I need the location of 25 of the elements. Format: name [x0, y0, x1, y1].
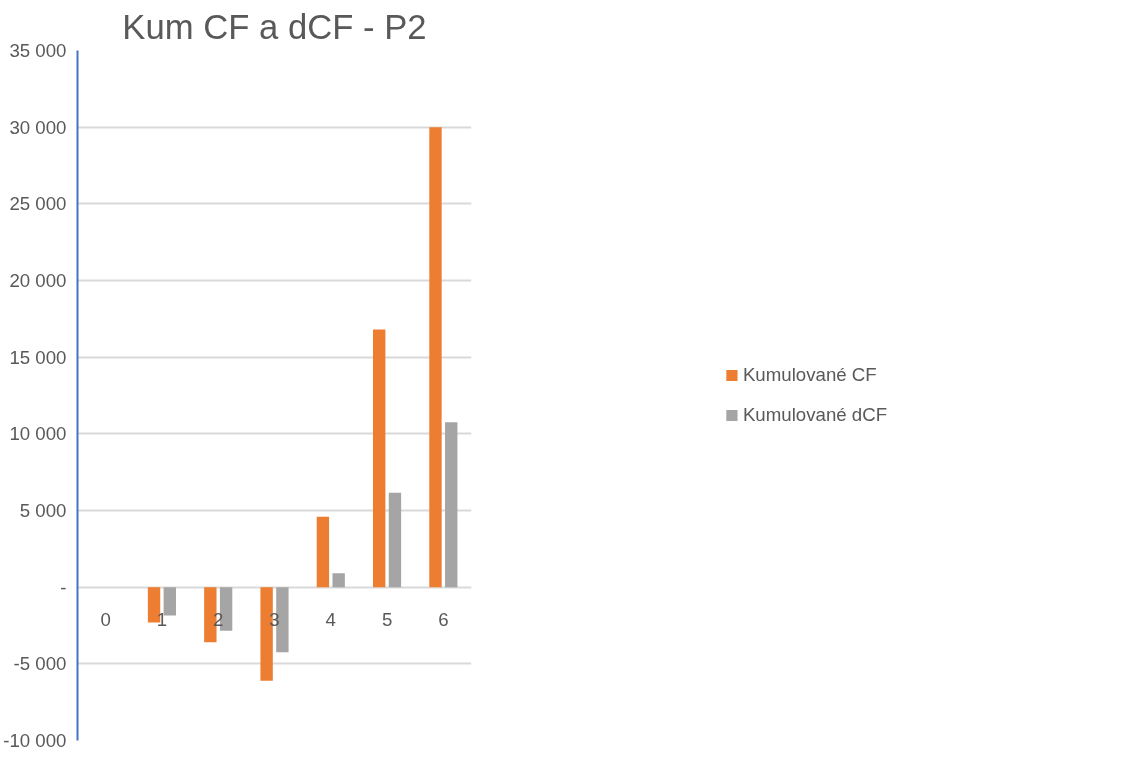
- x-tick-label: 5: [381, 609, 393, 631]
- bar: [373, 329, 386, 588]
- y-tick-label: -5 000: [13, 653, 67, 675]
- x-tick-label: 6: [438, 609, 449, 631]
- y-tick-label: -10 000: [3, 730, 67, 751]
- y-tick-label: 25 000: [9, 193, 67, 215]
- y-tick-label: 35 000: [9, 40, 67, 61]
- bar: [445, 422, 458, 588]
- y-tick-label: 30 000: [9, 116, 67, 138]
- legend-label: Kumulované dCF: [742, 404, 888, 426]
- x-tick-label: 4: [325, 609, 336, 631]
- bar: [388, 492, 402, 588]
- y-tick-label: 15 000: [9, 346, 67, 368]
- chart-title: Kum CF a dCF - P2: [122, 7, 427, 46]
- bar: [429, 127, 442, 588]
- x-tick-label: 0: [100, 609, 111, 631]
- bar: [316, 516, 330, 588]
- x-tick-label: 3: [269, 609, 280, 631]
- bar: [332, 573, 345, 588]
- y-tick-label: 10 000: [9, 423, 67, 445]
- y-tick-label: 5 000: [19, 500, 67, 521]
- y-tick-label: -: [60, 576, 67, 598]
- x-tick-label: 1: [156, 609, 168, 631]
- legend-label: Kumulované CF: [742, 364, 877, 386]
- y-tick-label: 20 000: [9, 270, 67, 291]
